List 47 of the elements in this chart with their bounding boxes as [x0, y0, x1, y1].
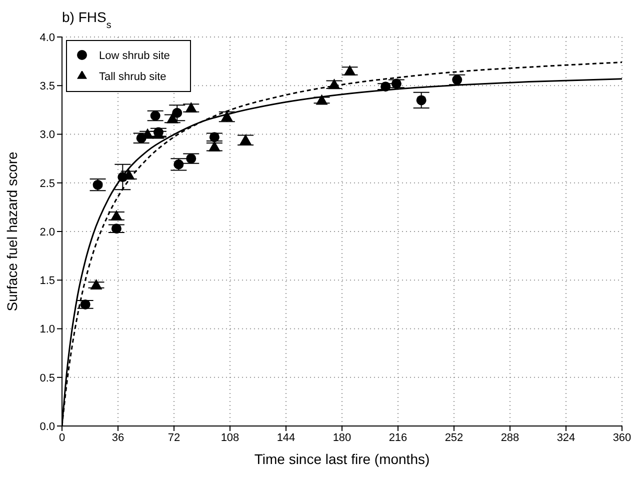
- chart-title: b) FHS$_{s}$: [62, 9, 112, 30]
- legend-label: Low shrub site: [99, 50, 170, 62]
- y-tick-label: 4.0: [40, 32, 55, 44]
- point: [172, 108, 182, 118]
- x-tick-label: 252: [444, 432, 464, 444]
- x-tick-label: 180: [332, 432, 352, 444]
- x-tick-label: 108: [220, 432, 240, 444]
- point: [90, 278, 102, 290]
- x-tick-label: 144: [276, 432, 296, 444]
- point: [452, 74, 462, 85]
- point: [80, 299, 90, 310]
- point: [110, 210, 122, 220]
- point: [174, 159, 184, 170]
- x-tick-label: 360: [612, 432, 632, 444]
- x-axis-title: Time since last fire (months): [254, 451, 430, 467]
- y-axis-title: Surface fuel hazard score: [4, 152, 20, 312]
- point: [416, 95, 426, 106]
- point: [208, 140, 220, 152]
- y-tick-label: 1.5: [40, 275, 55, 288]
- x-tick-label: 324: [556, 432, 576, 444]
- x-tick-label: 36: [112, 432, 124, 444]
- y-tick-label: 3.0: [40, 129, 55, 142]
- y-tick-label: 0.5: [40, 372, 55, 384]
- point: [150, 110, 160, 121]
- x-tick-label: 0: [58, 432, 66, 444]
- point: [186, 154, 196, 164]
- point: [328, 78, 340, 90]
- point: [316, 94, 328, 105]
- y-tick-label: 3.5: [40, 80, 55, 93]
- point: [220, 110, 233, 122]
- point: [380, 82, 391, 92]
- x-tick-label: 216: [388, 432, 408, 444]
- point: [344, 65, 356, 76]
- point: [391, 78, 402, 89]
- y-tick-label: 2.5: [40, 178, 55, 190]
- legend-label: Tall shrub site: [99, 71, 166, 83]
- point: [209, 132, 220, 142]
- point: [185, 102, 198, 112]
- y-tick-label: 2.0: [40, 226, 55, 238]
- point: [166, 112, 178, 124]
- y-tick-label: 1.0: [40, 324, 55, 336]
- point: [240, 134, 252, 145]
- x-tick-label: 288: [500, 432, 520, 444]
- point: [92, 180, 103, 190]
- point: [111, 224, 122, 234]
- x-tick-label: 72: [168, 432, 180, 444]
- y-tick-label: 0.0: [40, 420, 55, 433]
